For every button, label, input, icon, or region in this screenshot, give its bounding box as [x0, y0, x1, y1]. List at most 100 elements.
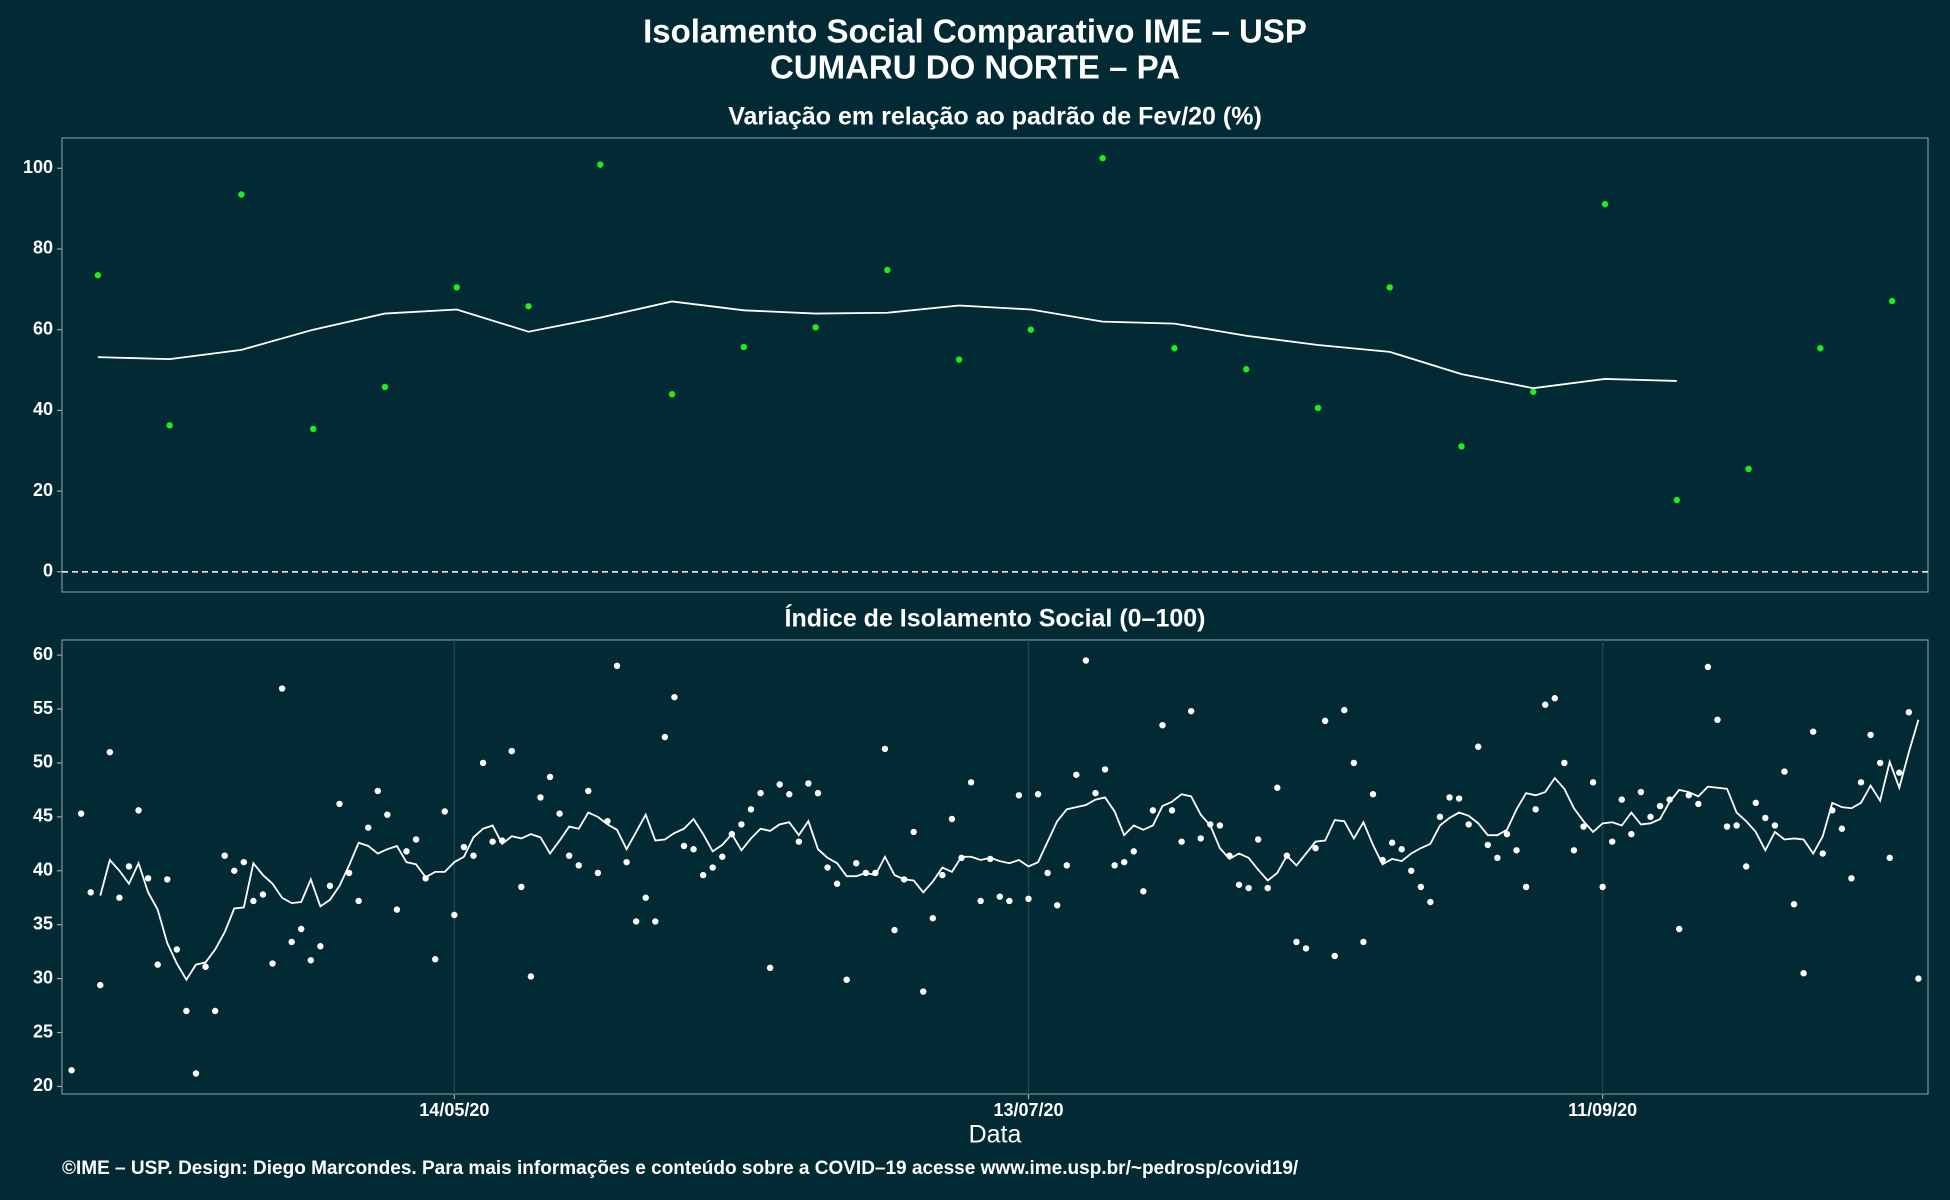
y-tick-label: 50 [33, 752, 53, 772]
data-point [740, 343, 748, 351]
page-title: Isolamento Social Comparativo IME – USP [643, 13, 1307, 50]
data-point [1197, 835, 1204, 842]
data-point [288, 938, 295, 946]
data-point [202, 963, 209, 970]
x-tick-label: 11/09/20 [1568, 1100, 1637, 1120]
data-point [1455, 795, 1463, 802]
data-point [1159, 721, 1166, 729]
data-point [1771, 822, 1779, 829]
data-point [1637, 788, 1645, 796]
data-point [719, 853, 726, 860]
data-point [374, 787, 381, 795]
data-point [355, 897, 362, 905]
data-point [1733, 822, 1740, 829]
data-point [238, 191, 245, 198]
y-tick-label: 60 [33, 318, 53, 338]
data-point [1601, 200, 1609, 208]
data-point [116, 894, 123, 901]
data-point [1876, 759, 1884, 767]
data-point [1063, 862, 1070, 869]
data-point [661, 733, 669, 741]
data-point [1673, 496, 1681, 504]
data-point [393, 906, 401, 913]
data-point [1551, 695, 1559, 702]
data-point [996, 893, 1003, 900]
data-point [920, 988, 927, 995]
data-point [652, 918, 659, 925]
data-point [1809, 728, 1817, 735]
data-point [1140, 888, 1147, 895]
y-tick-label: 20 [33, 1075, 53, 1095]
data-point [309, 425, 317, 433]
trend-line [97, 300, 1677, 390]
data-point [597, 161, 604, 168]
data-point [1006, 897, 1013, 905]
data-point [1417, 883, 1425, 891]
data-point [1656, 802, 1664, 810]
data-point [812, 324, 819, 331]
data-point [1465, 821, 1472, 828]
data-point [166, 422, 173, 429]
data-point [1762, 814, 1769, 822]
data-point [805, 780, 812, 787]
data-point [1254, 836, 1262, 843]
y-tick-label: 80 [33, 238, 53, 258]
data-point [1427, 898, 1434, 906]
data-point [1790, 901, 1798, 908]
data-point [786, 791, 793, 798]
data-point [1886, 854, 1893, 862]
data-point [1101, 766, 1109, 773]
data-point [1867, 731, 1874, 739]
data-point [1293, 938, 1300, 946]
data-point [1494, 854, 1501, 862]
data-point [1350, 759, 1358, 767]
data-point [94, 272, 102, 279]
data-point [1436, 813, 1444, 821]
data-point [489, 838, 496, 845]
data-point [1628, 830, 1635, 838]
data-point [1130, 848, 1137, 855]
data-point [1561, 759, 1568, 767]
panel-title: Variação em relação ao padrão de Fev/20 … [728, 103, 1262, 131]
data-point [1274, 784, 1281, 791]
data-point [1092, 789, 1099, 797]
data-point [453, 284, 460, 291]
footer: ©IME – USP. Design: Diego Marcondes. Par… [62, 1158, 1299, 1179]
data-point [1171, 345, 1178, 352]
data-point [776, 781, 783, 788]
data-point [537, 794, 544, 801]
data-point [843, 976, 850, 983]
data-point [833, 880, 841, 887]
data-point [470, 852, 477, 859]
data-point [1676, 925, 1683, 933]
data-point [1111, 862, 1118, 869]
data-point [1398, 846, 1405, 853]
data-point [1369, 791, 1377, 798]
data-point [144, 875, 152, 882]
data-point [613, 662, 621, 670]
data-point [1475, 743, 1482, 750]
data-point [250, 897, 257, 905]
page-subtitle: CUMARU DO NORTE – PA [770, 49, 1180, 86]
data-point [632, 918, 640, 925]
y-tick-label: 60 [33, 644, 53, 664]
x-axis-label: Data [969, 1121, 1022, 1149]
data-point [1264, 884, 1271, 892]
data-point [1314, 404, 1322, 412]
data-point [884, 266, 891, 274]
data-point [1178, 838, 1185, 845]
data-point [910, 828, 917, 836]
data-point [1522, 883, 1530, 891]
data-point [336, 800, 343, 808]
data-point [460, 843, 468, 851]
data-point [929, 915, 936, 922]
data-point [1360, 938, 1367, 946]
data-point [1027, 326, 1035, 333]
x-tick-label: 13/07/20 [993, 1100, 1063, 1120]
y-tick-label: 40 [33, 399, 53, 419]
data-point [1331, 952, 1338, 960]
data-point [585, 787, 592, 795]
data-point [298, 925, 305, 933]
data-point [1312, 844, 1319, 852]
